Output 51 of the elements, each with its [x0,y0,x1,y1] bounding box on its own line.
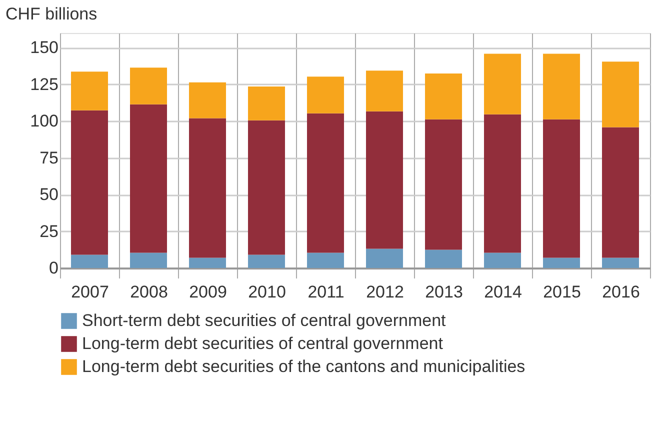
x-tick-label: 2016 [602,282,640,302]
y-tick-label: 150 [30,38,58,58]
bar [425,74,462,120]
legend-label: Long-term debt securities of the cantons and municipalities [82,357,526,376]
bar [189,118,226,258]
y-axis-title: CHF billions [6,4,98,24]
bar [307,113,344,253]
x-tick-label: 2015 [543,282,581,302]
bar [71,72,108,110]
y-tick-label: 125 [30,74,58,94]
x-tick-label: 2009 [189,282,227,302]
y-tick-label: 0 [49,258,58,278]
bar [602,258,639,268]
bar [543,54,580,120]
bar [248,120,285,255]
bar [130,104,167,253]
x-tick-label: 2010 [248,282,286,302]
bar [602,127,639,258]
bar [543,258,580,268]
y-tick-label: 75 [40,148,58,168]
y-tick-label: 100 [30,112,58,131]
legend-label: Short-term debt securities of central government [82,311,446,330]
bar [130,252,167,268]
bar [307,76,344,114]
bar [366,248,403,268]
bar [189,258,226,268]
x-tick-label: 2008 [130,282,168,302]
bar [484,114,521,253]
x-tick-label: 2007 [71,282,109,302]
x-tick-label: 2013 [425,282,463,302]
bar [71,110,108,255]
y-tick-label: 25 [40,222,58,241]
bar [425,250,462,268]
bar [248,86,285,120]
bar [71,254,108,268]
y-tick-label: 50 [40,185,58,204]
x-tick-label: 2012 [366,282,404,302]
x-tick-label: 2011 [308,282,344,302]
legend-label: Long-term debt securities of central government [82,334,444,353]
bar [248,254,285,268]
bar [130,68,167,104]
bar [366,111,403,249]
x-tick-label: 2014 [484,282,522,302]
bar [425,119,462,250]
bar [307,252,344,268]
bar [543,119,580,258]
bar [484,252,521,268]
bar [366,70,403,112]
bar [189,82,226,118]
bar [602,62,639,128]
bar [484,54,521,114]
